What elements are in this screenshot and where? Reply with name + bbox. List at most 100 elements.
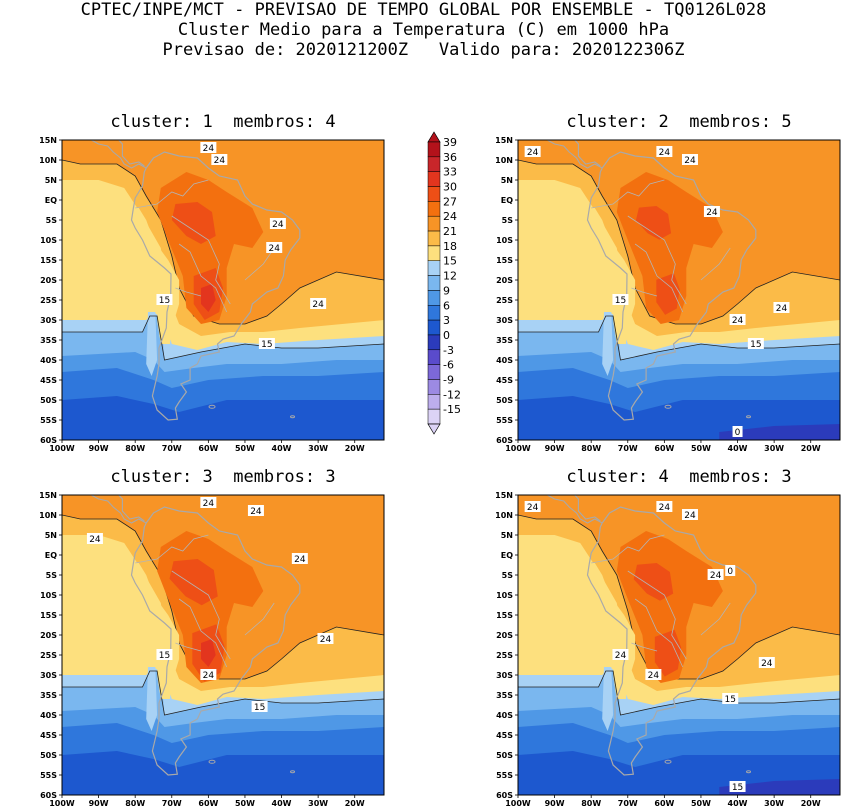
contour-label-bg	[524, 146, 541, 157]
contour-label: 24	[706, 208, 718, 218]
contour-label-bg	[247, 505, 264, 516]
contour-label: 24	[214, 156, 226, 166]
lat-label: 10N	[495, 511, 513, 520]
contour-15	[518, 670, 840, 716]
lon-label: 20W	[801, 799, 821, 808]
panel-title-cluster-2: cluster: 2 membros: 5	[566, 112, 792, 132]
map-panel-cluster-2: 15N 10N 5N EQ 5S 10S 15S 20S 25S 30S 35S 40S 45S 50S 5…	[486, 135, 847, 456]
lat-label: 15S	[40, 611, 57, 620]
contour-label-bg	[317, 633, 334, 644]
contour-label: 24	[89, 535, 101, 545]
coastline-central-america	[547, 140, 603, 169]
lon-label: 100W	[49, 799, 75, 808]
colorbar-label: 12	[443, 270, 457, 283]
contour-label: 24	[648, 671, 660, 681]
lat-label: 10S	[40, 236, 57, 245]
header-title-line3: Previsao de: 2020121200Z Valido para: 20…	[162, 40, 685, 60]
country-border	[175, 642, 202, 652]
header-title-line1: CPTEC/INPE/MCT - PREVISAO DE TEMPO GLOBA…	[80, 0, 767, 20]
contour-label-bg	[612, 294, 629, 305]
colorbar-swatch	[427, 141, 441, 158]
lat-label: 15S	[496, 256, 513, 265]
contour-label-bg	[773, 302, 790, 313]
colorbar-swatch	[427, 275, 441, 291]
lat-label: 15N	[39, 136, 57, 145]
field-30a	[171, 202, 216, 244]
lon-label: 20W	[345, 444, 365, 453]
contour-label-bg	[703, 206, 720, 217]
contour-label: 15	[750, 340, 761, 350]
contour-label: 24	[203, 499, 215, 509]
country-border	[627, 215, 687, 305]
lon-label: 20W	[801, 444, 821, 453]
map-panel-cluster-3: 15N 10N 5N EQ 5S 10S 15S 20S 25S 30S 35S 40S 45S 50S 5…	[30, 490, 392, 811]
contour-label: 24	[269, 244, 281, 254]
lon-label: 90W	[89, 799, 109, 808]
field-0	[719, 779, 840, 795]
lat-label: 30S	[40, 316, 57, 325]
lat-label: 30S	[40, 671, 57, 680]
field-30a	[635, 206, 672, 240]
colorbar-label: 9	[443, 284, 450, 297]
lat-label: 25S	[40, 296, 57, 305]
country-border	[631, 287, 658, 297]
colorbar-label: -15	[443, 403, 461, 416]
contour-label: 0	[727, 567, 733, 577]
lon-label: 100W	[49, 444, 75, 453]
contour-label: 24	[527, 503, 539, 513]
contour-label-bg	[722, 693, 739, 704]
colorbar-label: 0	[443, 329, 450, 342]
contour-label-bg	[758, 657, 775, 668]
contour-label-bg	[200, 142, 217, 153]
south-georgia-island	[746, 770, 752, 774]
colorbar-label: -6	[443, 359, 454, 372]
coastline-central-america	[558, 495, 601, 522]
contour-label: 24	[776, 304, 788, 314]
lon-label: 20W	[345, 799, 365, 808]
falklands-island	[208, 759, 216, 764]
contour-label: 24	[761, 659, 773, 669]
lat-label: 25S	[496, 296, 513, 305]
lat-label: 55S	[40, 771, 57, 780]
colorbar-swatch	[427, 305, 441, 321]
south-georgia-island	[290, 770, 296, 774]
colorbar-label: 21	[443, 225, 457, 238]
lat-label: 10S	[496, 591, 513, 600]
lat-label: 60S	[40, 791, 57, 800]
contour-label-bg	[266, 242, 283, 253]
contour-label-bg	[707, 569, 724, 580]
field-15-shelf	[146, 667, 158, 731]
country-border	[178, 598, 228, 668]
country-border	[135, 534, 209, 564]
contour-label-bg	[656, 501, 673, 512]
lat-label: 25S	[496, 651, 513, 660]
contour-label: 0	[735, 428, 741, 438]
header-title-line2: Cluster Medio para a Temperatura (C) em …	[177, 20, 670, 40]
lat-label: 15N	[495, 136, 513, 145]
country-border	[591, 534, 665, 564]
lon-label: 70W	[618, 799, 638, 808]
lon-label: 80W	[125, 799, 145, 808]
map-panel-cluster-4: 15N 10N 5N EQ 5S 10S 15S 20S 25S 30S 35S 40S 45S 50S 5…	[486, 490, 847, 811]
lat-label: 15S	[496, 611, 513, 620]
coastline-central-america	[102, 495, 145, 522]
contour-label-bg	[251, 701, 268, 712]
coastline-central-america	[558, 140, 601, 167]
field-0	[719, 424, 840, 440]
lon-label: 60W	[198, 799, 218, 808]
colorbar-top-arrow	[427, 131, 441, 143]
lon-label: 80W	[581, 799, 601, 808]
colorbar-label: -3	[443, 344, 454, 357]
contour-label-bg	[86, 533, 103, 544]
lat-label: 15N	[495, 491, 513, 500]
country-border	[244, 602, 275, 636]
contour-label: 24	[203, 671, 215, 681]
lon-label: 60W	[198, 444, 218, 453]
country-border	[627, 570, 687, 660]
field-15-shelf	[146, 312, 158, 376]
lon-label: 70W	[618, 444, 638, 453]
contour-label-bg	[729, 314, 746, 325]
colorbar-swatch	[427, 349, 441, 365]
contour-label-bg	[200, 497, 217, 508]
lat-label: 60S	[496, 791, 513, 800]
